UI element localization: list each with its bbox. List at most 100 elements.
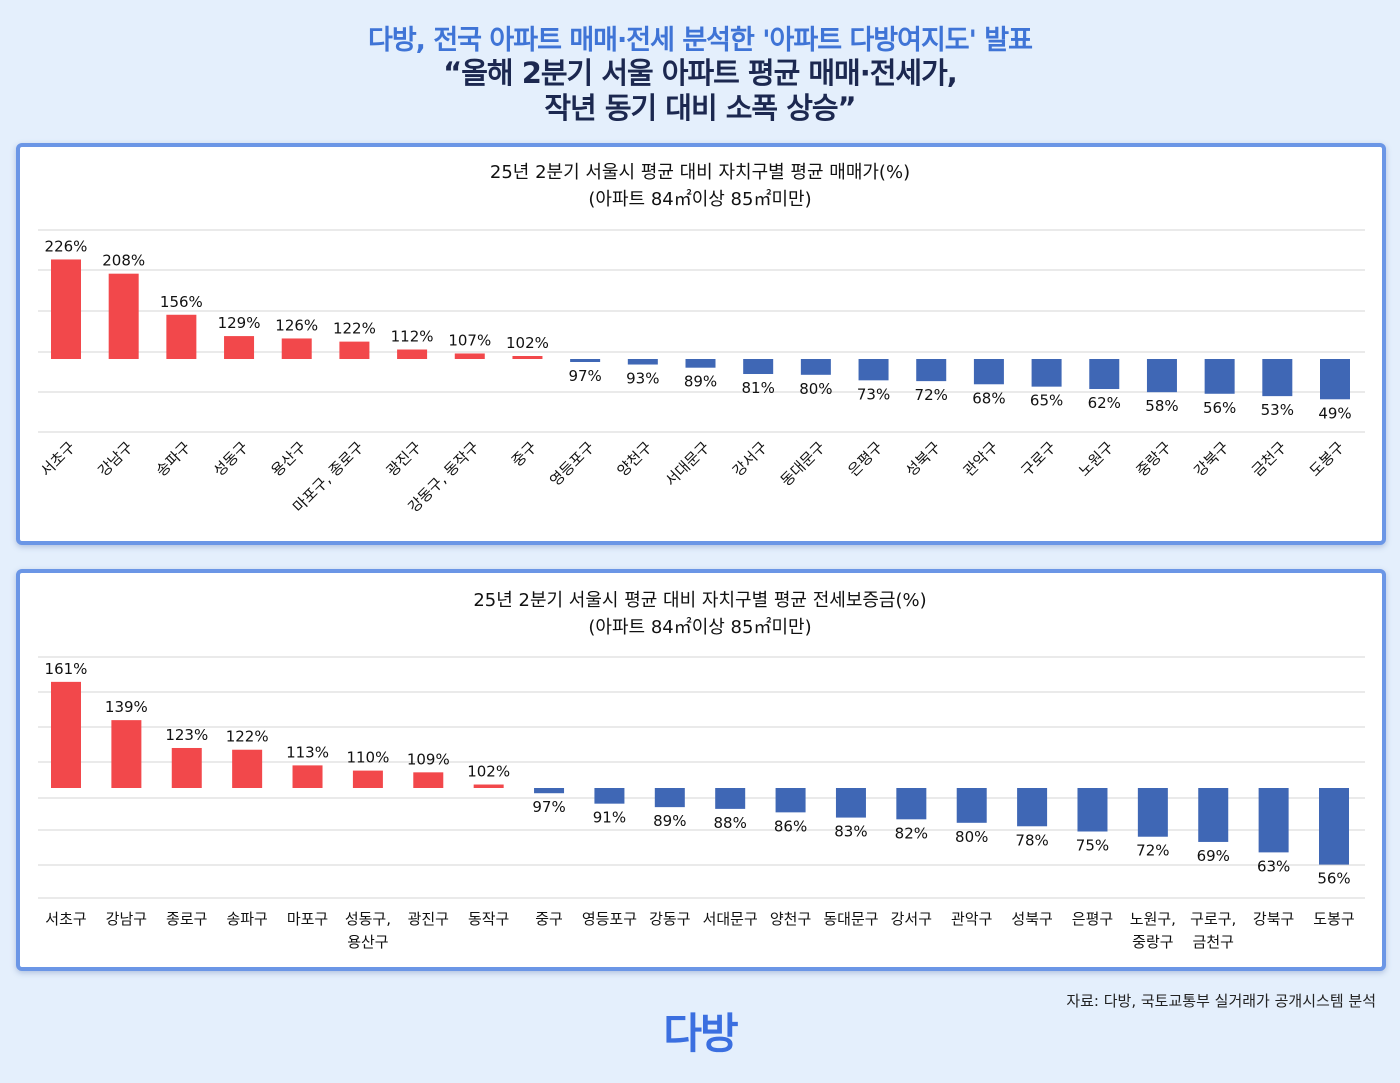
data-label: 112% [391, 328, 434, 346]
bar [454, 353, 485, 359]
data-label: 113% [286, 743, 329, 761]
bar [224, 336, 255, 359]
category-label: 강남구 [106, 910, 147, 928]
data-label: 63% [1257, 857, 1290, 875]
data-label: 208% [102, 252, 145, 270]
category-label: 중구 [535, 910, 563, 928]
bar [1146, 359, 1177, 393]
data-label: 126% [275, 316, 318, 334]
header-subtitle: 다방, 전국 아파트 매매·전세 분석한 '아파트 다방여지도' 발표 [367, 25, 1033, 56]
bar [1204, 359, 1235, 394]
bar [594, 788, 625, 804]
bar [1017, 788, 1048, 827]
data-label: 69% [1197, 847, 1230, 865]
category-label: 양천구 [770, 910, 811, 928]
bar [473, 784, 504, 788]
bar [1262, 359, 1293, 397]
dabang-logo: 다방 [663, 1009, 738, 1058]
bar [858, 359, 889, 381]
data-label: 86% [774, 817, 807, 835]
bar [1077, 788, 1108, 832]
category-label: 강서구 [891, 910, 932, 928]
header-title-line2: 작년 동기 대비 소폭 상승” [544, 91, 856, 125]
data-label: 73% [857, 385, 890, 403]
data-label: 72% [1136, 842, 1169, 860]
bar [51, 681, 81, 788]
bar [775, 788, 806, 813]
bar [956, 788, 987, 823]
bar [1320, 359, 1350, 400]
data-label: 226% [45, 237, 88, 255]
category-label: 은평구 [1072, 910, 1113, 928]
data-label: 65% [1030, 392, 1063, 410]
category-label: 송파구 [226, 910, 267, 928]
data-label: 53% [1261, 401, 1294, 419]
category-label: 마포구 [287, 910, 328, 928]
data-label: 156% [160, 293, 203, 311]
bar [715, 788, 746, 809]
data-label: 80% [799, 380, 832, 398]
data-label: 72% [915, 386, 948, 404]
bar [534, 788, 565, 794]
bar [1031, 359, 1062, 387]
bar [171, 747, 202, 788]
data-label: 91% [593, 809, 626, 827]
category-label: 동대문구 [823, 910, 878, 928]
bar [800, 359, 831, 375]
bar [654, 788, 685, 808]
bar [627, 359, 658, 365]
data-label: 110% [346, 749, 389, 767]
bar [352, 770, 383, 788]
category-label: 종로구 [166, 910, 207, 928]
data-label: 56% [1317, 870, 1350, 888]
data-label: 82% [895, 824, 928, 842]
chart-subtitle: (아파트 84㎡이상 85㎡미만) [588, 616, 811, 638]
data-label: 139% [105, 698, 148, 716]
data-label: 123% [165, 726, 208, 744]
data-label: 49% [1318, 404, 1351, 422]
bar [1089, 359, 1120, 390]
data-label: 129% [218, 314, 261, 332]
data-label: 81% [742, 379, 775, 397]
data-label: 102% [506, 334, 549, 352]
data-label: 102% [467, 763, 510, 781]
data-label: 93% [626, 370, 659, 388]
bar [835, 788, 866, 818]
chart-title: 25년 2분기 서울시 평균 대비 자치구별 평균 매매가(%) [490, 162, 910, 183]
data-label: 75% [1076, 837, 1109, 855]
category-label: 구로구, 금천구 [1190, 910, 1236, 951]
data-label: 62% [1088, 394, 1121, 412]
bar [281, 338, 312, 359]
bar [1198, 788, 1229, 842]
data-label: 78% [1015, 831, 1048, 849]
chart-subtitle: (아파트 84㎡이상 85㎡미만) [588, 188, 811, 210]
bar [111, 720, 142, 788]
category-label: 성북구 [1011, 910, 1052, 928]
data-label: 83% [834, 823, 867, 841]
data-label: 58% [1145, 397, 1178, 415]
bar [570, 359, 601, 362]
category-label: 서대문구 [703, 910, 758, 928]
data-label: 89% [684, 373, 717, 391]
bar [413, 772, 444, 788]
bar [1258, 788, 1289, 853]
category-label: 도봉구 [1313, 910, 1354, 928]
bar [292, 765, 323, 788]
data-label: 109% [407, 750, 450, 768]
data-label: 89% [653, 812, 686, 830]
bar [973, 359, 1004, 385]
data-label: 68% [972, 389, 1005, 407]
data-label: 80% [955, 828, 988, 846]
bar [51, 259, 81, 359]
data-label: 122% [333, 320, 376, 338]
chart-title: 25년 2분기 서울시 평균 대비 자치구별 평균 전세보증금(%) [473, 590, 926, 611]
data-label: 97% [568, 367, 601, 385]
data-label: 97% [532, 798, 565, 816]
category-label: 영등포구 [582, 910, 637, 928]
header-title: “올해 2분기 서울 아파트 평균 매매·전세가, 작년 동기 대비 소폭 상승… [0, 56, 1400, 126]
bar [232, 749, 263, 788]
category-label: 서초구 [45, 910, 86, 928]
category-label: 동작구 [468, 910, 509, 928]
data-label: 88% [714, 814, 747, 832]
